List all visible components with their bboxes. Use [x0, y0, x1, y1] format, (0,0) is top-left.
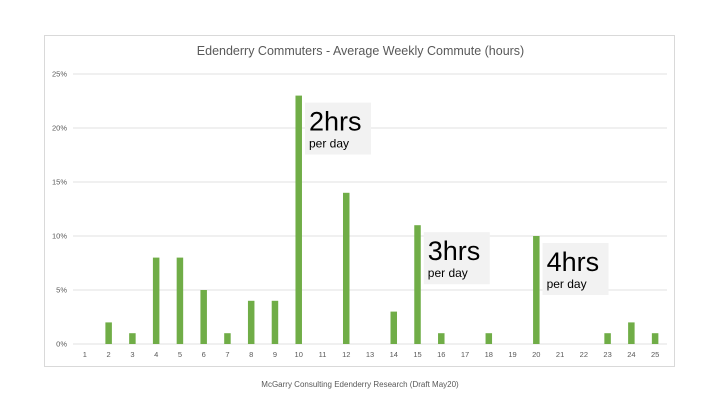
bar-18 [485, 333, 493, 344]
bar-16 [438, 333, 445, 344]
x-tick-label: 13 [366, 350, 374, 359]
bar-23 [604, 333, 611, 344]
x-tick-label: 8 [249, 350, 253, 359]
bar-20 [533, 236, 540, 344]
callout-main-text: 3hrs [428, 236, 481, 266]
bar-7 [224, 333, 231, 344]
bar-5 [176, 257, 184, 344]
callout-background [304, 102, 371, 155]
callout-sub-text: per day [547, 277, 587, 291]
callout-sub-text: per day [428, 266, 468, 280]
x-tick-label: 17 [461, 350, 469, 359]
bar-10 [295, 95, 302, 344]
callout-sub-text: per day [309, 137, 349, 151]
bar-25 [651, 333, 659, 344]
callout-main-text: 2hrs [309, 107, 362, 137]
chart-title: Edenderry Commuters - Average Weekly Com… [197, 44, 524, 58]
y-tick-label: 0% [56, 340, 67, 349]
bar-15 [414, 225, 421, 344]
bar-3 [129, 333, 136, 344]
x-tick-label: 19 [508, 350, 516, 359]
x-tick-label: 20 [532, 350, 540, 359]
y-tick-label: 20% [52, 124, 67, 133]
x-tick-label: 12 [342, 350, 350, 359]
bar-12 [342, 192, 350, 344]
x-tick-label: 10 [295, 350, 303, 359]
bar-chart: Edenderry Commuters - Average Weekly Com… [52, 44, 667, 359]
bar-2 [105, 322, 112, 344]
callout-main-text: 4hrs [547, 247, 600, 277]
y-tick-label: 25% [52, 70, 67, 79]
x-tick-label: 23 [603, 350, 611, 359]
callout-background [423, 232, 490, 285]
bar-14 [390, 311, 398, 344]
y-tick-label: 5% [56, 286, 67, 295]
bar-24 [628, 322, 635, 344]
chart-frame: Edenderry Commuters - Average Weekly Com… [44, 35, 675, 367]
bar-6 [200, 290, 207, 344]
x-tick-label: 5 [178, 350, 182, 359]
bar-4 [152, 257, 160, 344]
callout-background [542, 243, 609, 295]
x-tick-label: 9 [273, 350, 277, 359]
x-tick-label: 11 [319, 350, 327, 359]
footer-caption: McGarry Consulting Edenderry Research (D… [261, 380, 459, 389]
x-tick-label: 1 [83, 350, 87, 359]
x-tick-label: 14 [390, 350, 398, 359]
x-tick-label: 18 [485, 350, 493, 359]
y-tick-label: 15% [52, 178, 67, 187]
x-tick-label: 22 [580, 350, 588, 359]
x-tick-label: 21 [556, 350, 564, 359]
x-tick-label: 15 [413, 350, 421, 359]
bar-8 [247, 300, 255, 344]
x-tick-label: 25 [651, 350, 659, 359]
x-tick-label: 3 [130, 350, 134, 359]
x-axis-ticks: 1 2 3 4 5 6 7 8 9 10 11 12 13 14 15 16 17 18 19 20 21 22 23 24 2… [83, 350, 659, 359]
x-tick-label: 6 [202, 350, 206, 359]
x-tick-label: 2 [107, 350, 111, 359]
x-tick-label: 4 [154, 350, 158, 359]
bars [105, 95, 659, 344]
bar-9 [271, 300, 279, 344]
x-tick-label: 16 [437, 350, 445, 359]
y-tick-label: 10% [52, 232, 67, 241]
x-tick-label: 24 [627, 350, 635, 359]
y-axis-ticks: 0% 5% 10% 15% 20% 25% [52, 70, 67, 349]
x-tick-label: 7 [225, 350, 229, 359]
